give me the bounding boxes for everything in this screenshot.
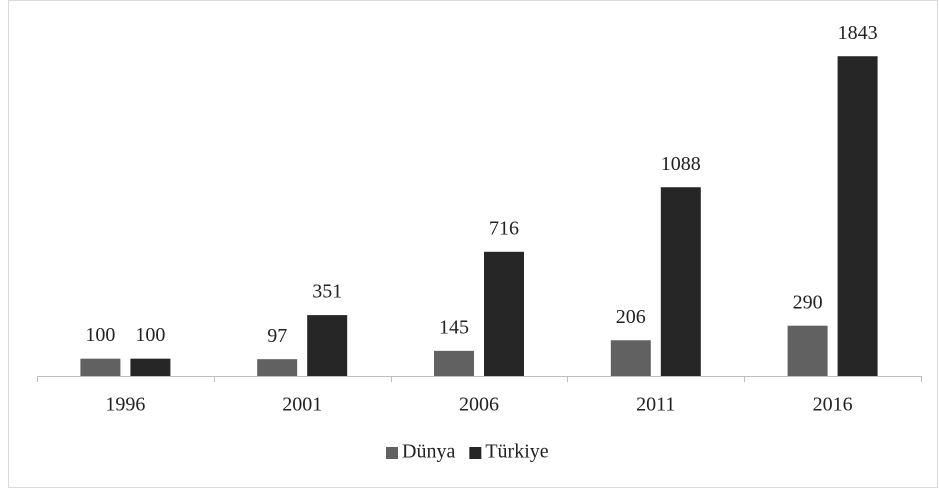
chart-frame — [8, 0, 938, 488]
x-tick-label: 1996 — [105, 394, 145, 416]
bar — [257, 359, 298, 376]
bar — [434, 350, 474, 376]
legend-label: Dünya — [402, 441, 455, 463]
data-label: 100 — [135, 324, 165, 346]
legend-swatch — [386, 447, 398, 459]
x-tick-label: 2011 — [636, 394, 675, 416]
data-label: 1843 — [838, 22, 878, 44]
data-label: 100 — [85, 324, 115, 346]
x-tick-label: 2016 — [813, 394, 853, 416]
bar — [660, 187, 701, 376]
bar — [610, 340, 651, 376]
bar — [484, 251, 524, 376]
bar — [787, 325, 828, 376]
legend-swatch — [469, 447, 482, 459]
bar — [837, 56, 878, 376]
data-label: 351 — [312, 281, 342, 303]
data-label: 145 — [439, 316, 469, 338]
data-label: 290 — [793, 291, 823, 313]
legend-label: Türkiye — [485, 441, 548, 463]
data-label: 1088 — [661, 153, 701, 175]
bar — [130, 358, 171, 376]
bar — [307, 315, 348, 376]
data-label: 206 — [616, 306, 646, 328]
data-label: 716 — [489, 217, 519, 239]
x-tick-label: 2001 — [282, 394, 322, 416]
data-label: 97 — [267, 325, 287, 347]
bar — [80, 358, 121, 376]
x-tick-label: 2006 — [459, 394, 499, 416]
